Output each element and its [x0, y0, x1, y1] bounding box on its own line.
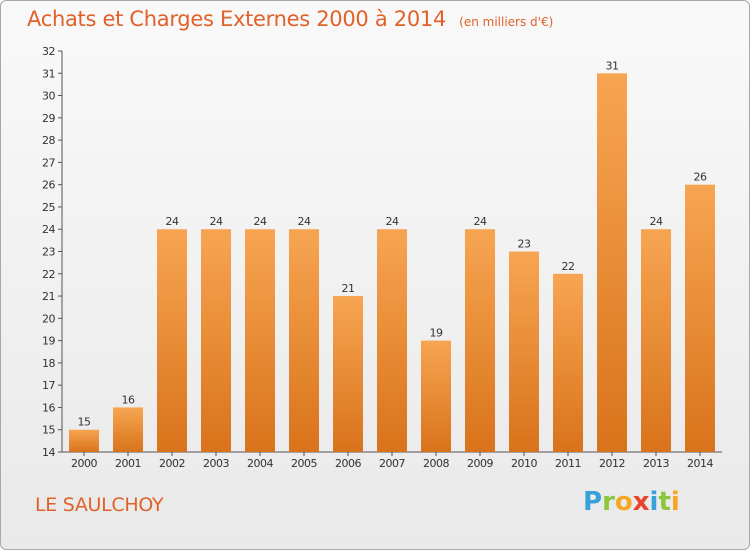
x-tick-label: 2014 [687, 457, 713, 470]
data-label: 24 [298, 215, 311, 228]
data-label: 24 [386, 215, 399, 228]
x-tick-label: 2008 [423, 457, 449, 470]
y-tick-label: 25 [42, 201, 55, 214]
logo-letter: r [602, 487, 615, 517]
x-tick-label: 2006 [335, 457, 361, 470]
y-axis: 14 15 16 17 18 19 20 21 22 23 24 25 26 27 28 29 30 31 32 [42, 45, 63, 459]
y-tick-label: 28 [42, 134, 55, 147]
bar [201, 229, 231, 452]
logo-letter: i [649, 487, 659, 517]
y-tick-label: 29 [42, 112, 55, 125]
logo-letter: t [658, 487, 671, 517]
data-label: 15 [78, 416, 91, 429]
chart-unit-note: (en milliers d'€) [459, 15, 554, 29]
y-tick-label: 20 [42, 312, 55, 325]
data-label: 24 [254, 215, 267, 228]
data-label: 23 [518, 238, 531, 251]
bar [157, 229, 187, 452]
y-tick-label: 31 [42, 67, 55, 80]
logo-letter: x [632, 487, 650, 517]
data-label: 16 [122, 393, 135, 406]
data-label: 24 [650, 215, 663, 228]
bar [69, 429, 99, 452]
chart-title-block: Achats et Charges Externes 2000 à 2014 (… [27, 7, 553, 31]
chart-title: Achats et Charges Externes 2000 à 2014 [27, 7, 447, 31]
y-tick-label: 24 [42, 223, 55, 236]
data-label: 19 [430, 327, 443, 340]
x-tick-label: 2002 [159, 457, 185, 470]
x-tick-label: 2007 [379, 457, 405, 470]
bar [245, 229, 275, 452]
y-tick-label: 14 [42, 446, 55, 459]
bar [289, 229, 319, 452]
bar [113, 407, 143, 452]
data-label: 21 [342, 282, 355, 295]
x-tick-label: 2003 [203, 457, 229, 470]
bar [509, 251, 539, 452]
x-tick-label: 2009 [467, 457, 493, 470]
y-tick-label: 19 [42, 335, 55, 348]
x-tick-label: 2004 [247, 457, 273, 470]
y-tick-label: 16 [42, 401, 55, 414]
data-label: 31 [606, 59, 619, 72]
data-label: 22 [562, 260, 575, 273]
y-tick-label: 17 [42, 379, 55, 392]
bar [553, 273, 583, 452]
y-tick-label: 27 [42, 156, 55, 169]
bar [597, 73, 627, 453]
bars-group [69, 73, 715, 453]
bar [377, 229, 407, 452]
bar [641, 229, 671, 452]
proxiti-logo: Proxiti [583, 487, 680, 517]
data-labels-group: 15 16 24 24 24 24 21 24 19 24 23 22 31 24 26 [78, 59, 708, 429]
x-tick-label: 2011 [555, 457, 581, 470]
bar [333, 296, 363, 452]
y-tick-label: 30 [42, 90, 55, 103]
x-tick-label: 2005 [291, 457, 317, 470]
y-tick-label: 26 [42, 179, 55, 192]
x-tick-label: 2001 [115, 457, 141, 470]
data-label: 24 [166, 215, 179, 228]
y-tick-label: 23 [42, 246, 55, 259]
bar [685, 184, 715, 452]
logo-letter: i [670, 487, 680, 517]
y-tick-label: 21 [42, 290, 55, 303]
logo-letter: o [614, 487, 633, 517]
y-tick-label: 22 [42, 268, 55, 281]
commune-name: LE SAULCHOY [35, 494, 164, 516]
x-tick-label: 2013 [643, 457, 669, 470]
bar [421, 340, 451, 452]
bar [465, 229, 495, 452]
data-label: 24 [210, 215, 223, 228]
data-label: 26 [694, 171, 707, 184]
x-tick-label: 2000 [71, 457, 97, 470]
x-tick-label: 2010 [511, 457, 537, 470]
data-label: 24 [474, 215, 487, 228]
y-tick-label: 18 [42, 357, 55, 370]
x-axis: 2000 2001 2002 2003 2004 2005 2006 2007 2008 2009… [62, 451, 722, 470]
x-tick-label: 2012 [599, 457, 625, 470]
y-tick-label: 32 [42, 45, 55, 58]
logo-letter: P [583, 487, 603, 517]
y-tick-label: 15 [42, 424, 55, 437]
